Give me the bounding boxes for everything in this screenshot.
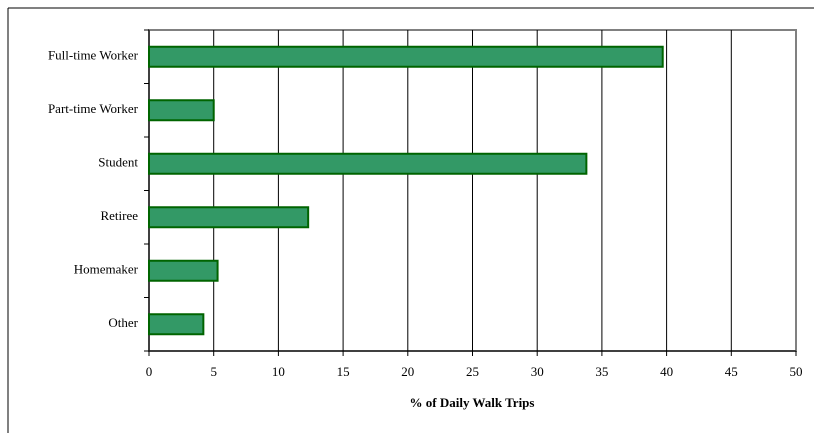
bar [148, 152, 588, 175]
x-tick-label: 5 [210, 364, 217, 379]
bar [148, 99, 215, 122]
x-tick-label: 10 [272, 364, 285, 379]
bar [148, 206, 310, 229]
y-tick-label: Full-time Worker [48, 48, 139, 63]
x-tick-label: 20 [401, 364, 414, 379]
bar [148, 45, 664, 68]
x-tick-label: 30 [531, 364, 544, 379]
x-tick-label: 45 [725, 364, 738, 379]
x-tick-label: 35 [595, 364, 608, 379]
x-tick-label: 15 [337, 364, 350, 379]
y-tick-label: Other [108, 315, 138, 330]
bar [148, 259, 219, 282]
y-tick-label: Student [98, 155, 138, 170]
y-tick-label: Retiree [100, 208, 138, 223]
y-tick-label: Part-time Worker [48, 101, 139, 116]
y-tick-label: Homemaker [74, 262, 139, 277]
x-tick-label: 40 [660, 364, 673, 379]
x-axis-title: % of Daily Walk Trips [410, 395, 535, 410]
x-tick-label: 50 [790, 364, 803, 379]
bar [148, 313, 205, 336]
x-tick-label: 25 [466, 364, 479, 379]
x-tick-label: 0 [146, 364, 153, 379]
